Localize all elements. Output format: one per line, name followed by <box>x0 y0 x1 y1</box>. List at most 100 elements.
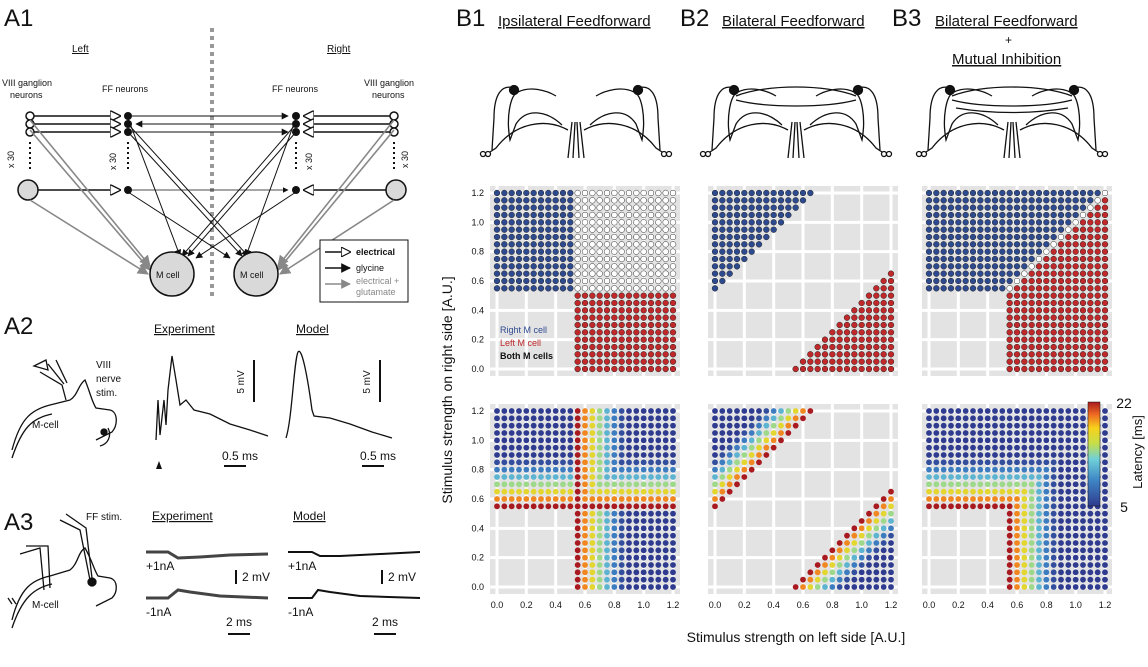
latency-point <box>670 444 676 451</box>
latency-point <box>726 481 733 488</box>
response-point <box>574 365 581 373</box>
latency-point <box>574 481 581 488</box>
response-point <box>603 351 611 358</box>
response-point <box>625 189 633 197</box>
x-tick-label: 1.0 <box>1069 600 1082 610</box>
latency-point <box>670 437 676 444</box>
response-point <box>1050 270 1057 277</box>
response-point <box>999 248 1006 255</box>
latency-point <box>1058 481 1064 488</box>
response-point <box>865 351 873 358</box>
response-point <box>647 211 655 219</box>
response-point <box>984 226 991 233</box>
latency-point <box>640 532 647 539</box>
response-point <box>493 270 501 277</box>
response-point <box>596 270 603 277</box>
response-point <box>947 189 955 197</box>
response-point <box>733 204 741 211</box>
response-point <box>977 204 984 211</box>
latency-point <box>508 437 515 444</box>
response-point <box>925 219 933 226</box>
response-point <box>633 336 640 343</box>
latency-point <box>552 437 559 444</box>
latency-point <box>596 584 603 590</box>
response-point <box>741 189 748 197</box>
latency-point <box>596 437 603 444</box>
response-point <box>1072 292 1079 299</box>
latency-point <box>582 525 588 532</box>
response-point <box>1050 321 1057 329</box>
response-point <box>711 197 719 204</box>
latency-point <box>655 562 662 568</box>
response-point <box>947 226 955 233</box>
latency-point <box>1072 422 1079 429</box>
response-point <box>493 189 501 197</box>
response-point <box>559 270 567 277</box>
latency-point <box>662 408 669 414</box>
latency-point <box>633 584 640 590</box>
latency-point <box>648 408 654 414</box>
x-tick-label: 1.2 <box>667 600 680 610</box>
response-point <box>662 197 669 204</box>
panel-b2-title: Bilateral Feedforward <box>722 13 865 30</box>
latency-point <box>851 547 858 554</box>
response-point <box>933 277 940 285</box>
response-point <box>1072 329 1079 336</box>
response-point <box>1087 314 1094 321</box>
response-point <box>515 263 523 270</box>
response-point <box>618 307 625 314</box>
response-point <box>977 255 984 263</box>
latency-point <box>712 430 718 436</box>
response-point <box>508 241 515 248</box>
latency-point <box>648 554 654 561</box>
latency-point <box>785 430 792 436</box>
response-point <box>1065 277 1072 285</box>
response-point <box>1013 329 1021 336</box>
response-point <box>1072 197 1079 204</box>
latency-point <box>1050 496 1057 502</box>
latency-point <box>640 503 647 510</box>
response-point <box>603 307 611 314</box>
response-point <box>933 241 940 248</box>
latency-point <box>582 481 588 488</box>
response-point <box>763 197 770 204</box>
response-point <box>596 226 603 233</box>
response-point <box>1035 219 1043 226</box>
response-point <box>618 285 625 292</box>
response-point <box>1065 314 1072 321</box>
latency-point <box>984 415 991 422</box>
latency-point <box>1050 488 1057 495</box>
latency-point <box>574 415 581 422</box>
latency-point <box>726 437 733 444</box>
response-point <box>962 219 969 226</box>
response-point <box>1057 211 1065 219</box>
response-point <box>1079 358 1087 365</box>
latency-point <box>719 488 726 495</box>
response-point <box>991 255 999 263</box>
response-point <box>515 219 523 226</box>
latency-point <box>1065 466 1072 473</box>
response-point <box>1087 307 1094 314</box>
response-point <box>493 241 501 248</box>
response-point <box>669 189 677 197</box>
latency-point <box>538 459 544 466</box>
response-point <box>726 189 733 197</box>
response-point <box>962 255 969 263</box>
latency-point <box>560 452 566 458</box>
response-point <box>545 211 552 219</box>
response-point <box>947 204 955 211</box>
latency-point <box>626 510 632 517</box>
latency-point <box>1006 444 1013 451</box>
x-tick-label: 0.0 <box>923 600 936 610</box>
latency-point <box>977 488 984 495</box>
response-point <box>581 211 589 219</box>
response-point <box>515 255 523 263</box>
latency-point <box>999 452 1006 458</box>
latency-point <box>1087 562 1094 568</box>
latency-point <box>648 459 654 466</box>
latency-point <box>618 532 625 539</box>
response-point <box>655 219 662 226</box>
latency-point <box>1014 518 1020 524</box>
response-point <box>1101 241 1109 248</box>
latency-point <box>1102 584 1108 590</box>
